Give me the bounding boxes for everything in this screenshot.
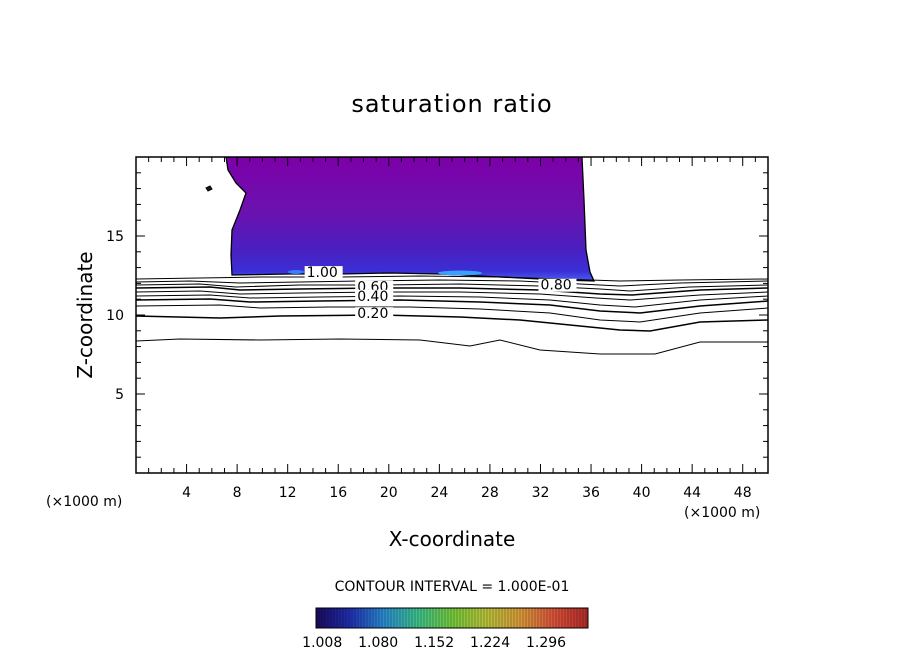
contour-label: 1.00 bbox=[304, 265, 343, 281]
x-tick-label: 8 bbox=[233, 485, 242, 501]
x-tick-label: 48 bbox=[734, 485, 752, 501]
colorbar-tick-label: 1.080 bbox=[358, 635, 398, 651]
contour-label-backing bbox=[304, 266, 343, 280]
y-tick-label: 15 bbox=[106, 229, 124, 245]
supersaturated-region bbox=[225, 157, 596, 282]
x-tick-label: 20 bbox=[380, 485, 398, 501]
x-tick-label: 44 bbox=[683, 485, 701, 501]
x-tick-label: 40 bbox=[633, 485, 651, 501]
y-axis-tick-labels: 5 10 15 bbox=[106, 229, 124, 403]
x-tick-label: 36 bbox=[582, 485, 600, 501]
contour-label: 0.40 bbox=[355, 289, 394, 305]
contour-label: 0.80 bbox=[538, 278, 577, 294]
contour-line bbox=[136, 338, 768, 355]
contour-label-text: 0.40 bbox=[357, 289, 388, 305]
contour-label: 0.20 bbox=[355, 306, 394, 322]
x-tick-label: 12 bbox=[279, 485, 297, 501]
max-saturation-core bbox=[438, 270, 482, 276]
contour-label-text: 0.20 bbox=[357, 306, 388, 322]
colorbar-tick-label: 1.008 bbox=[302, 635, 342, 651]
contour-lines bbox=[136, 275, 768, 355]
colorbar-tick-label: 1.296 bbox=[526, 635, 566, 651]
contour-line bbox=[136, 283, 768, 292]
colorbar-tick-labels: 1.008 1.080 1.152 1.224 1.296 bbox=[302, 635, 566, 651]
y-tick-label: 10 bbox=[106, 308, 124, 324]
contour-label-text: 0.80 bbox=[540, 278, 571, 294]
x-axis-ticks bbox=[148, 157, 756, 473]
max-saturation-core-left bbox=[288, 270, 304, 274]
contour-line bbox=[136, 279, 768, 287]
colorbar-tick-label: 1.224 bbox=[470, 635, 510, 651]
contour-label-text: 1.00 bbox=[307, 265, 338, 281]
contour-line bbox=[136, 290, 768, 301]
contour-line bbox=[136, 314, 768, 332]
x-axis-tick-labels: 4 8 12 16 20 24 28 32 36 40 44 48 bbox=[182, 485, 752, 501]
x-tick-label: 4 bbox=[182, 485, 191, 501]
x-unit-left: (×1000 m) bbox=[46, 494, 122, 510]
colorbar-fill bbox=[316, 608, 588, 628]
colorbar-stripes bbox=[318, 608, 587, 628]
plot-area: 1.000.800.600.400.20 4 8 12 16 20 24 28 32 36 40 4… bbox=[106, 156, 769, 501]
x-unit-right: (×1000 m) bbox=[684, 505, 760, 521]
x-tick-label: 32 bbox=[532, 485, 550, 501]
y-axis-title: Z-coordinate bbox=[73, 251, 97, 378]
contour-line bbox=[136, 294, 768, 308]
contour-label-backing bbox=[538, 278, 577, 292]
y-tick-label: 5 bbox=[115, 387, 124, 403]
contour-interval-note: CONTOUR INTERVAL = 1.000E-01 bbox=[335, 579, 570, 595]
contour-labels: 1.000.800.600.400.20 bbox=[304, 265, 577, 322]
colorbar-frame bbox=[315, 607, 589, 629]
contour-label-backing bbox=[355, 289, 394, 303]
small-contour-island bbox=[205, 185, 213, 192]
y-axis-ticks bbox=[136, 172, 768, 458]
colorbar: 1.008 1.080 1.152 1.224 1.296 bbox=[302, 607, 589, 651]
contour-line bbox=[136, 298, 768, 314]
contour-line bbox=[136, 304, 768, 323]
contour-line bbox=[136, 275, 768, 282]
contour-line bbox=[136, 286, 768, 296]
x-tick-label: 16 bbox=[329, 485, 347, 501]
x-axis-title: X-coordinate bbox=[389, 527, 516, 551]
x-tick-label: 24 bbox=[430, 485, 448, 501]
contour-label-backing bbox=[355, 307, 394, 321]
colorbar-tick-label: 1.152 bbox=[414, 635, 454, 651]
x-tick-label: 28 bbox=[481, 485, 499, 501]
chart-title: saturation ratio bbox=[351, 90, 552, 118]
